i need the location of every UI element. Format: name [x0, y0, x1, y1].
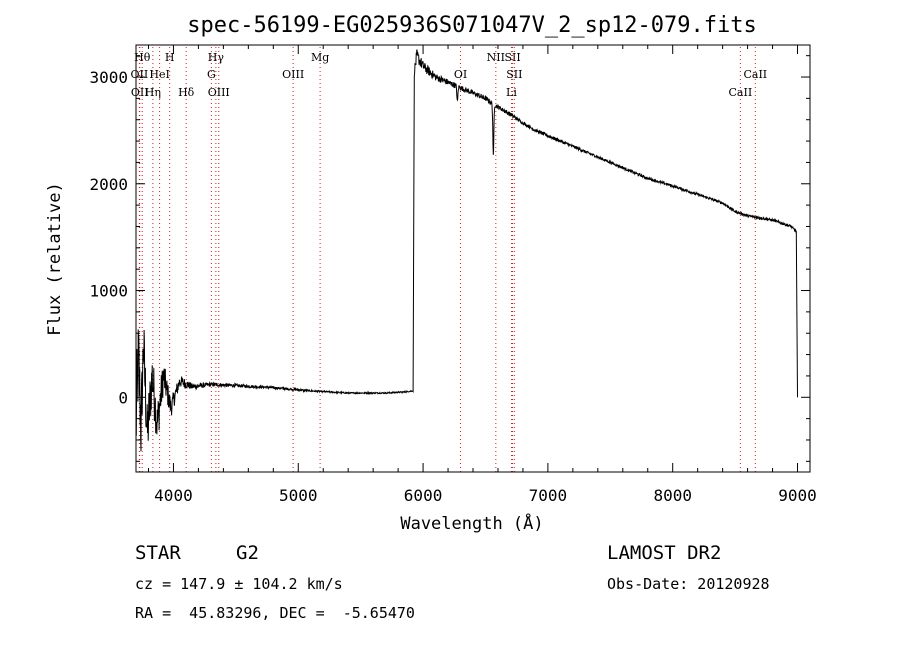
line-label-oi: OI	[454, 68, 467, 81]
y-tick-label: 2000	[89, 175, 128, 194]
line-label-oiii: OIII	[282, 68, 304, 81]
plot-frame	[135, 44, 811, 473]
line-label-oii: OII	[131, 86, 149, 99]
x-tick-label: 6000	[404, 486, 443, 505]
line-label-hδ: Hδ	[178, 86, 195, 99]
line-label-li: Li	[506, 86, 517, 99]
line-label-hγ: Hγ	[208, 51, 225, 64]
line-label-sii: SII	[504, 51, 520, 64]
y-tick-label: 1000	[89, 282, 128, 301]
spectrum-line	[135, 49, 798, 452]
line-label-nii: NII	[487, 51, 505, 64]
ra-dec-coordinates: RA = 45.83296, DEC = -5.65470	[135, 604, 415, 622]
line-label-oiii: OIII	[208, 86, 230, 99]
x-tick-label: 7000	[529, 486, 568, 505]
line-label-g: G	[207, 68, 216, 81]
line-label-sii: SII	[506, 68, 522, 81]
x-tick-label: 5000	[279, 486, 318, 505]
survey-name: LAMOST DR2	[607, 542, 722, 564]
axis-ticks: 4000 5000 6000 7000 8000 9000 0 1000 2000 3000	[89, 45, 817, 505]
line-label-oii: OII	[131, 68, 149, 81]
line-label-caii: CaII	[743, 68, 767, 81]
x-tick-label: 4000	[154, 486, 193, 505]
line-label-hη: Hη	[145, 86, 161, 99]
object-type: STAR	[135, 542, 181, 564]
spectrum-chart: spec-56199-EG025936S071047V_2_sp12-079.f…	[45, 13, 817, 534]
redshift-velocity: cz = 147.9 ± 104.2 km/s	[135, 575, 343, 593]
y-axis-label: Flux (relative)	[45, 182, 65, 336]
observation-date: Obs-Date: 20120928	[607, 575, 770, 593]
chart-title: spec-56199-EG025936S071047V_2_sp12-079.f…	[187, 13, 757, 38]
object-subclass: G2	[236, 542, 259, 564]
y-tick-label: 0	[118, 388, 128, 407]
x-axis-label: Wavelength (Å)	[400, 512, 543, 534]
x-tick-label: 8000	[653, 486, 692, 505]
line-label-hθ: Hθ	[134, 51, 151, 64]
x-tick-label: 9000	[778, 486, 817, 505]
line-label-h: H	[165, 51, 175, 64]
line-label-mg: Mg	[311, 51, 329, 64]
line-label-hei: HeI	[149, 68, 169, 81]
line-label-caii: CaII	[729, 86, 753, 99]
y-tick-label: 3000	[89, 68, 128, 87]
